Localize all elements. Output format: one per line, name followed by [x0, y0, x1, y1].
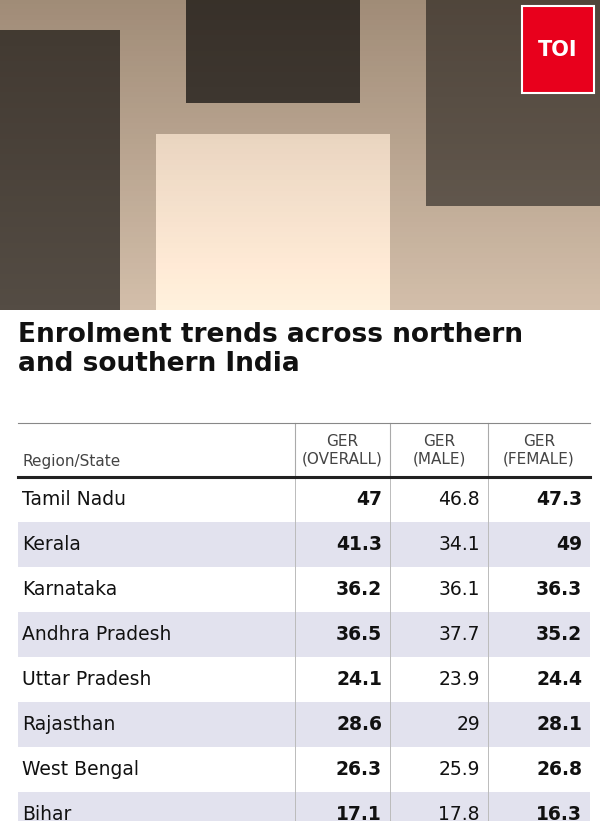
Text: Uttar Pradesh: Uttar Pradesh — [22, 670, 151, 689]
Text: Bihar: Bihar — [22, 805, 71, 821]
Text: 23.9: 23.9 — [439, 670, 480, 689]
Text: Karnataka: Karnataka — [22, 580, 117, 599]
Bar — [18, 477, 590, 522]
Text: 46.8: 46.8 — [439, 490, 480, 509]
Text: 47: 47 — [356, 490, 382, 509]
Text: GER
(MALE): GER (MALE) — [412, 433, 466, 466]
Bar — [18, 567, 590, 612]
Text: Region/State: Region/State — [22, 454, 120, 469]
Text: Kerala: Kerala — [22, 535, 81, 554]
Text: Andhra Pradesh: Andhra Pradesh — [22, 625, 172, 644]
Text: 36.2: 36.2 — [336, 580, 382, 599]
Text: Enrolment trends across northern
and southern India: Enrolment trends across northern and sou… — [18, 322, 523, 377]
Text: 24.1: 24.1 — [336, 670, 382, 689]
Text: GER
(OVERALL): GER (OVERALL) — [302, 433, 383, 466]
Text: 29: 29 — [456, 715, 480, 734]
Text: 16.3: 16.3 — [536, 805, 582, 821]
Text: 28.6: 28.6 — [336, 715, 382, 734]
Text: West Bengal: West Bengal — [22, 760, 139, 779]
Text: 28.1: 28.1 — [536, 715, 582, 734]
Bar — [18, 747, 590, 792]
Text: 36.1: 36.1 — [439, 580, 480, 599]
Text: 36.3: 36.3 — [536, 580, 582, 599]
Bar — [18, 657, 590, 702]
Text: 26.3: 26.3 — [336, 760, 382, 779]
Text: 41.3: 41.3 — [336, 535, 382, 554]
Text: 25.9: 25.9 — [439, 760, 480, 779]
Text: Rajasthan: Rajasthan — [22, 715, 115, 734]
Text: 47.3: 47.3 — [536, 490, 582, 509]
Text: 35.2: 35.2 — [536, 625, 582, 644]
Bar — [18, 522, 590, 567]
Text: Tamil Nadu: Tamil Nadu — [22, 490, 126, 509]
Text: 36.5: 36.5 — [336, 625, 382, 644]
Text: 17.1: 17.1 — [336, 805, 382, 821]
Text: 34.1: 34.1 — [439, 535, 480, 554]
Text: 17.8: 17.8 — [439, 805, 480, 821]
Bar — [18, 612, 590, 657]
Text: 49: 49 — [556, 535, 582, 554]
Text: 24.4: 24.4 — [536, 670, 582, 689]
Bar — [522, 7, 594, 93]
Bar — [18, 792, 590, 821]
Text: 37.7: 37.7 — [439, 625, 480, 644]
Text: GER
(FEMALE): GER (FEMALE) — [503, 433, 575, 466]
Bar — [18, 702, 590, 747]
Text: 26.8: 26.8 — [536, 760, 582, 779]
Text: TOI: TOI — [538, 39, 578, 60]
